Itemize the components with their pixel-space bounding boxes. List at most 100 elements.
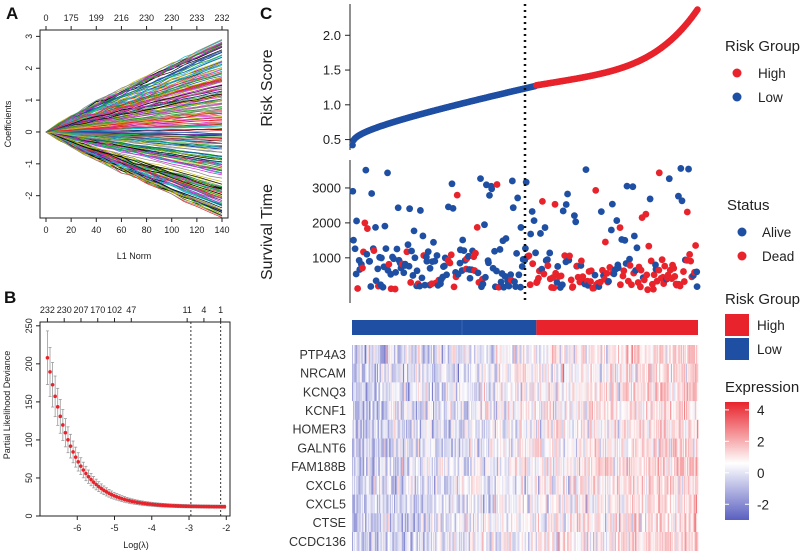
risk-point xyxy=(349,141,356,149)
group-bar-high xyxy=(536,320,698,335)
heatmap-cell xyxy=(653,401,656,421)
top-tick-label-b: 207 xyxy=(73,305,88,315)
heatmap-cell xyxy=(508,382,511,402)
heatmap-cell xyxy=(587,457,590,477)
heatmap-cell xyxy=(459,513,461,533)
heatmap-cell xyxy=(615,475,618,495)
heatmap-cell xyxy=(420,438,422,458)
heatmap-cell xyxy=(620,345,622,364)
heatmap-cell xyxy=(428,382,431,402)
heatmap-cell xyxy=(357,494,359,514)
heatmap-cell xyxy=(683,513,686,533)
heatmap-cell xyxy=(387,532,390,551)
heatmap-cell xyxy=(579,419,581,439)
heatmap-cell xyxy=(516,401,518,421)
deviance-point xyxy=(78,464,83,468)
heatmap-cell xyxy=(373,401,376,421)
heatmap-cell xyxy=(489,419,491,439)
heatmap-cell xyxy=(539,382,541,402)
heatmap-cell xyxy=(633,494,635,514)
heatmap-cell xyxy=(433,401,435,421)
heatmap-cell xyxy=(470,513,473,533)
heatmap-cell xyxy=(521,494,524,514)
heatmap-cell xyxy=(667,345,670,364)
heatmap-cell xyxy=(519,401,521,421)
heatmap-cell xyxy=(404,363,407,383)
heatmap-cell xyxy=(419,494,421,514)
heatmap-cell xyxy=(422,438,424,458)
heatmap-cell xyxy=(357,382,359,402)
heatmap-cell xyxy=(463,457,465,477)
heatmap-cell xyxy=(583,513,585,533)
heatmap-cell xyxy=(479,513,481,533)
heatmap-cell xyxy=(574,401,577,421)
heatmap-cell xyxy=(408,513,410,533)
heatmap-cell xyxy=(693,401,696,421)
heatmap-cell xyxy=(453,363,456,383)
heatmap-cell xyxy=(677,382,679,402)
heatmap-cell xyxy=(434,419,436,439)
heatmap-cell xyxy=(408,532,410,551)
heatmap-cell xyxy=(406,345,408,364)
heatmap-cell xyxy=(384,345,386,364)
heatmap-cell xyxy=(499,345,501,364)
heatmap-cell xyxy=(650,513,652,533)
heatmap-cell xyxy=(536,438,539,458)
heatmap-cell xyxy=(394,363,396,383)
survival-point xyxy=(361,219,369,227)
heatmap-cell xyxy=(679,419,681,439)
heatmap-cell xyxy=(560,363,563,383)
heatmap-cell xyxy=(455,457,458,477)
heatmap-cell xyxy=(430,419,433,439)
heatmap-cell xyxy=(516,494,518,514)
heatmap-cell xyxy=(607,438,609,458)
heatmap-cell xyxy=(460,382,462,402)
heatmap-cell xyxy=(520,345,523,364)
heatmap-cell xyxy=(512,513,514,533)
heatmap-cell xyxy=(523,457,526,477)
heatmap-cell xyxy=(367,532,369,551)
heatmap-cell xyxy=(520,419,523,439)
heatmap-cell xyxy=(693,345,696,364)
heatmap-cell xyxy=(491,494,493,514)
heatmap-cell xyxy=(660,382,662,402)
heatmap-cell xyxy=(581,475,583,495)
heatmap-cell xyxy=(373,457,376,477)
heatmap-cell xyxy=(528,345,530,364)
heatmap-cell xyxy=(552,419,554,439)
heatmap-cell xyxy=(547,457,550,477)
heatmap-cell xyxy=(527,438,529,458)
heatmap-cell xyxy=(396,494,398,514)
heatmap-cell xyxy=(680,494,683,514)
survival-point xyxy=(351,245,359,253)
heatmap-cell xyxy=(413,419,416,439)
heatmap-cell xyxy=(409,345,411,364)
heatmap-cell xyxy=(414,345,417,364)
heatmap-cell xyxy=(530,438,532,458)
heatmap-cell xyxy=(669,363,672,383)
heatmap-cell xyxy=(579,475,581,495)
heatmap-cell xyxy=(419,532,421,551)
heatmap-cell xyxy=(585,382,587,402)
coefficient-path xyxy=(45,43,223,133)
heatmap-cell xyxy=(503,382,505,402)
heatmap-cell xyxy=(380,438,382,458)
heatmap-cell xyxy=(654,401,657,421)
heatmap-cell xyxy=(541,457,543,477)
survival-point xyxy=(367,283,375,290)
heatmap-cell xyxy=(465,382,467,402)
heatmap-cell xyxy=(662,401,664,421)
heatmap-cell xyxy=(472,345,474,364)
survival-point xyxy=(409,272,417,279)
heatmap-cell xyxy=(557,419,559,439)
heatmap-cell xyxy=(457,401,460,421)
heatmap-cell xyxy=(444,457,447,477)
heatmap-cell xyxy=(515,475,517,495)
survival-point xyxy=(572,218,580,226)
heatmap-cell xyxy=(584,363,586,383)
heatmap-cell xyxy=(506,513,508,533)
heatmap-cell xyxy=(500,401,502,421)
heatmap-cell xyxy=(652,345,654,364)
heatmap-cell xyxy=(581,382,583,402)
heatmap-cell xyxy=(417,401,420,421)
